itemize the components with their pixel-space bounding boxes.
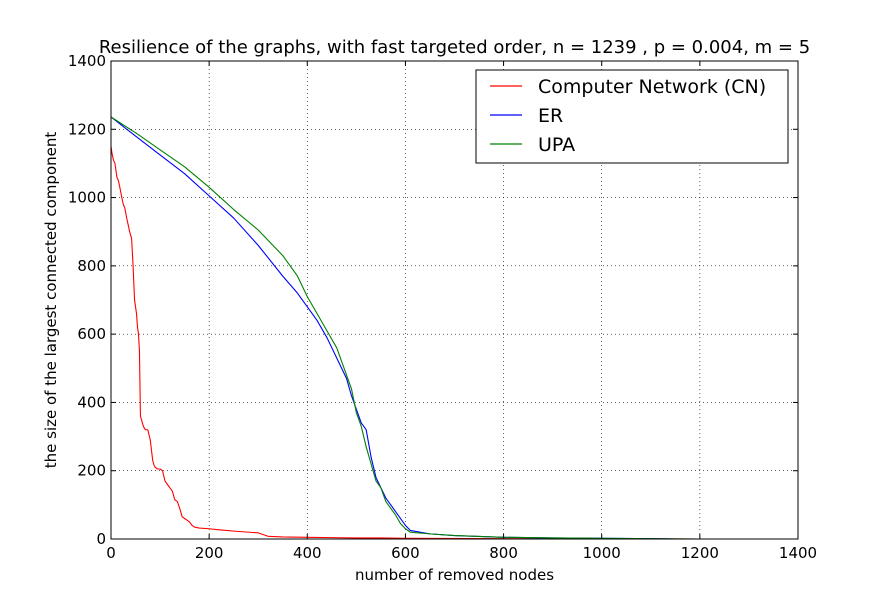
x-tick-label: 1000	[583, 544, 621, 562]
legend-label-1: ER	[538, 105, 563, 127]
series-line-1	[110, 116, 676, 540]
x-tick-label: 1400	[779, 544, 817, 562]
axis-ticks: 0 200 400 600 800 1000 1200 1400 0 200 400 600 800 10…	[68, 52, 817, 562]
chart-title: Resilience of the graphs, with fast targ…	[99, 37, 810, 58]
y-tick-label: 400	[77, 393, 106, 411]
x-tick-label: 600	[391, 544, 420, 562]
x-tick-label: 1200	[681, 544, 719, 562]
y-tick-label: 200	[77, 462, 106, 480]
y-tick-label: 1400	[68, 52, 106, 70]
series-lines	[110, 116, 719, 540]
y-tick-label: 1000	[68, 189, 106, 207]
x-tick-label: 800	[489, 544, 518, 562]
y-axis-label: the size of the largest connected compon…	[42, 132, 60, 469]
y-tick-label: 1200	[68, 120, 106, 138]
x-axis-label: number of removed nodes	[355, 566, 554, 584]
axes-frame	[110, 60, 799, 540]
x-tick-label: 0	[106, 544, 116, 562]
y-tick-label: 600	[77, 325, 106, 343]
legend: Computer Network (CN) ER UPA	[475, 69, 789, 164]
legend-label-2: UPA	[538, 134, 575, 156]
legend-label-0: Computer Network (CN)	[538, 76, 766, 98]
legend-box	[475, 69, 789, 164]
y-tick-label: 0	[96, 530, 106, 548]
x-tick-label: 200	[195, 544, 224, 562]
series-line-2	[110, 116, 719, 540]
x-tick-label: 400	[293, 544, 322, 562]
y-tick-label: 800	[77, 257, 106, 275]
series-line-0	[110, 146, 719, 540]
